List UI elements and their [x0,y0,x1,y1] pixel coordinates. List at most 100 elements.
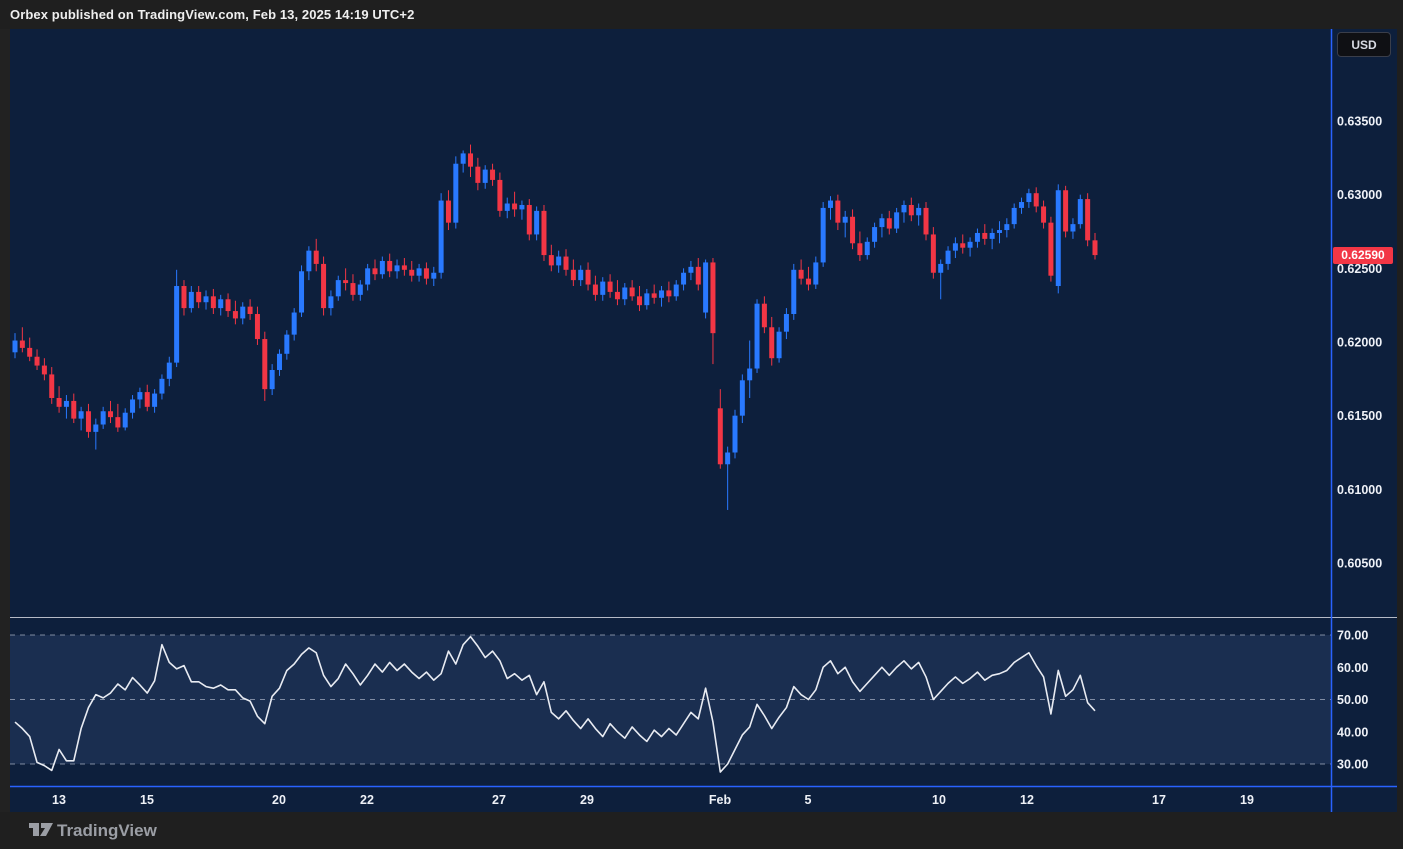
candle-up [938,263,944,273]
quote-currency-label: USD [1351,37,1377,52]
last-price-badge: 0.62590 [1333,246,1393,264]
candle-up [688,266,694,273]
candle-down [923,207,929,235]
time-axis-label-22: 22 [360,793,374,807]
price-axis-label: 0.63500 [1337,115,1382,129]
candle-up [776,331,782,359]
price-axis-label: 0.60500 [1337,557,1382,571]
candle-down [108,411,114,418]
candle-down [49,374,55,398]
candle-up [732,415,738,453]
candle-up [622,287,628,300]
candle-down [497,179,503,211]
candle-up [416,268,422,276]
tradingview-brand-link[interactable]: TradingView [57,821,157,840]
candle-up [989,232,995,239]
candle-up [739,380,745,416]
candle-up [1004,224,1010,231]
candle-down [761,303,767,328]
right-edge-strip [1397,29,1403,812]
candle-up [703,262,709,313]
rsi-axis-label: 40.00 [1337,725,1368,739]
price-axis-label: 0.61000 [1337,483,1382,497]
candle-down [710,262,716,334]
candle-up [328,296,334,309]
candle-up [438,200,444,273]
candle-down [181,286,187,309]
last-price-value: 0.62590 [1341,248,1385,263]
candle-down [350,283,356,295]
rsi-axis-label: 70.00 [1337,629,1368,643]
candle-up [100,411,106,425]
rsi-axis-label: 60.00 [1337,661,1368,675]
time-axis-label-27: 27 [492,793,506,807]
candle-down [475,166,481,183]
candle-down [541,210,547,256]
candle-up [78,411,84,419]
candle-up [159,378,165,394]
candle-down [225,299,231,312]
candle-up [916,207,922,216]
candle-up [1019,202,1025,208]
candle-up [894,212,900,229]
candle-down [321,263,327,309]
candle-up [284,334,290,354]
candle-down [636,296,642,306]
candle-up [967,241,973,248]
price-axis-label: 0.62000 [1337,336,1382,350]
candle-up [1070,224,1076,232]
time-axis-label-10: 10 [932,793,946,807]
candle-down [56,397,62,407]
time-axis-label-12: 12 [1020,793,1034,807]
candle-down [1048,222,1054,276]
candle-up [534,210,540,235]
candle-up [519,204,525,210]
time-axis-label-19: 19 [1240,793,1254,807]
candle-down [19,340,25,348]
candle-down [423,268,429,279]
candle-up [122,412,128,428]
candle-down [717,408,723,465]
candle-up [453,163,459,223]
candle-down [1092,240,1098,256]
candle-up [725,452,731,465]
candle-up [996,230,1002,233]
candle-up [431,272,437,279]
candle-up [828,200,834,208]
candle-up [357,284,363,295]
candle-down [563,256,569,270]
candle-up [1011,207,1017,225]
candle-up [1055,190,1061,287]
candle-down [607,281,613,292]
publish-title: Orbex published on TradingView.com, Feb … [10,7,415,22]
quote-currency-badge[interactable]: USD [1337,32,1391,57]
candle-down [262,339,268,390]
candle-up [130,399,136,413]
candle-up [137,392,143,400]
candle-up [813,262,819,285]
candle-down [769,327,775,359]
footer-bar: TradingView [0,812,1403,849]
price-axis-label: 0.62500 [1337,262,1382,276]
candle-down [526,204,532,235]
candle-up [394,265,400,272]
candle-down [1063,190,1069,232]
candle-down [512,203,518,210]
candle-down [798,269,804,279]
candle-down [468,153,474,167]
candle-up [864,241,870,256]
candle-down [115,417,121,428]
candle-up [269,369,275,390]
candle-down [343,280,349,284]
candle-down [886,218,892,229]
candle-down [548,255,554,266]
candle-down [1033,193,1039,207]
candle-down [960,243,966,248]
candle-down [232,311,238,319]
candle-up [504,203,510,211]
candle-up [188,291,194,309]
candle-up [218,299,224,309]
candle-down [850,216,856,244]
candle-down [34,356,40,366]
